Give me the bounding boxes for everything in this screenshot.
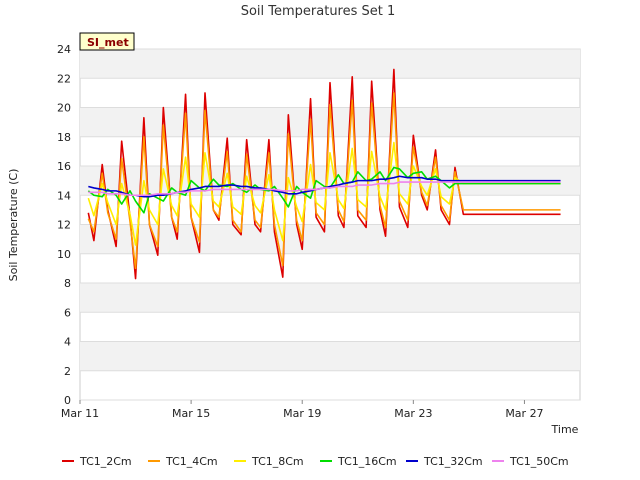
y-tick-label: 20	[57, 102, 71, 115]
site-badge-box	[79, 32, 135, 51]
x-axis: Mar 11 Mar 15 Mar 19 Mar 23 Mar 27	[61, 400, 544, 420]
legend-item-TC1_16Cm: TC1_16Cm	[320, 455, 397, 468]
legend-label: TC1_8Cm	[251, 455, 304, 468]
legend-label: TC1_16Cm	[337, 455, 397, 468]
series-line-TC1_16Cm	[87, 166, 561, 214]
legend-label: TC1_32Cm	[423, 455, 483, 468]
series-line-TC1_50Cm	[88, 181, 561, 197]
x-tick-label: Mar 23	[394, 407, 432, 420]
y-tick-label: 6	[64, 306, 71, 319]
y-tick-label: 14	[57, 189, 71, 202]
x-tick-label: Mar 11	[61, 407, 99, 420]
y-tick-label: 10	[57, 248, 71, 261]
y-tick-label: 8	[64, 277, 71, 290]
chart-title: Soil Temperatures Set 1	[241, 4, 396, 19]
grid-band	[80, 224, 580, 254]
grid-band	[80, 49, 580, 79]
site-badge: SI_met	[79, 32, 135, 51]
y-tick-label: 2	[64, 365, 71, 378]
y-tick-label: 12	[57, 219, 71, 232]
series-line-TC1_2Cm	[87, 68, 561, 280]
y-tick-label: 22	[57, 72, 71, 85]
legend-item-TC1_8Cm: TC1_8Cm	[234, 455, 304, 468]
y-tick-label: 4	[64, 336, 71, 349]
x-tick-label: Mar 19	[283, 407, 321, 420]
legend-label: TC1_4Cm	[165, 455, 218, 468]
y-tick-label: 24	[57, 43, 71, 56]
series-line-TC1_4Cm	[87, 92, 561, 270]
site-badge-text: SI_met	[87, 36, 129, 49]
legend-item-TC1_50Cm: TC1_50Cm	[492, 455, 569, 468]
y-axis-title: Soil Temperature (C)	[7, 169, 20, 282]
grid-band	[80, 283, 580, 313]
legend-label: TC1_2Cm	[79, 455, 132, 468]
y-tick-label: 16	[57, 160, 71, 173]
legend-item-TC1_32Cm: TC1_32Cm	[406, 455, 483, 468]
legend-item-TC1_2Cm: TC1_2Cm	[62, 455, 132, 468]
x-tick-label: Mar 27	[505, 407, 543, 420]
legend-item-TC1_4Cm: TC1_4Cm	[148, 455, 218, 468]
legend: TC1_2Cm TC1_4Cm TC1_8Cm TC1_16Cm TC1_32Cm TC1…	[62, 455, 569, 468]
y-tick-label: 18	[57, 131, 71, 144]
y-tick-label: 0	[64, 394, 71, 407]
x-tick-label: Mar 15	[172, 407, 210, 420]
series-lines	[87, 68, 561, 280]
grid-band	[80, 341, 580, 371]
legend-label: TC1_50Cm	[509, 455, 569, 468]
x-axis-title: Time	[551, 423, 579, 436]
